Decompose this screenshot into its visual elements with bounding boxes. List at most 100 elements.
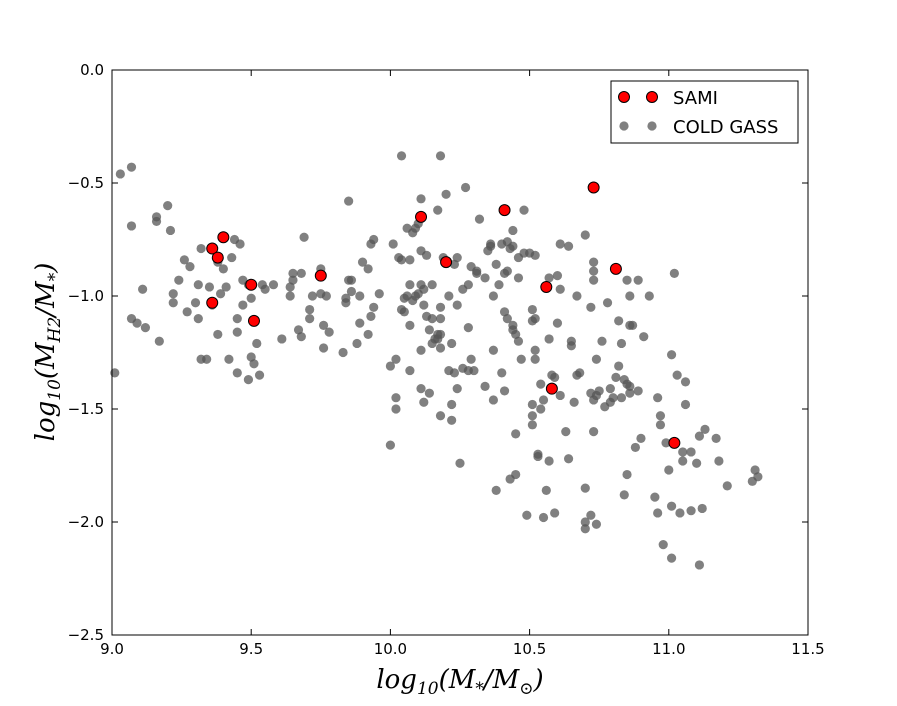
cold-gass-point — [355, 318, 365, 328]
cold-gass-point — [435, 329, 446, 340]
cold-gass-point — [527, 304, 537, 315]
cold-gass-point — [466, 354, 476, 364]
cold-gass-point — [452, 384, 462, 394]
cold-gass-point — [666, 501, 677, 511]
cold-gass-point — [508, 241, 518, 251]
cold-gass-point — [132, 318, 142, 328]
cold-gass-point — [680, 399, 691, 410]
cold-gass-point — [463, 323, 473, 333]
cold-gass-point — [630, 442, 640, 453]
sami-point — [498, 204, 511, 217]
cold-gass-point — [252, 338, 262, 349]
sami-point — [440, 256, 453, 269]
cold-gass-point — [566, 336, 576, 346]
cold-gass-point — [697, 503, 707, 514]
cold-gass-point — [633, 275, 643, 285]
cold-gass-point — [151, 216, 162, 227]
cold-gass-point — [661, 438, 671, 448]
cold-gass-point — [711, 433, 721, 443]
cold-gass-point — [555, 284, 565, 294]
cold-gass-point — [628, 320, 638, 330]
cold-gass-point — [605, 384, 615, 394]
cold-gass-point — [435, 302, 446, 312]
cold-gass-point — [288, 275, 298, 285]
cold-gass-point — [655, 411, 666, 421]
cold-gass-point — [213, 329, 223, 340]
sami-point — [245, 278, 258, 291]
y-tick-label: −1.5 — [68, 400, 104, 418]
cold-gass-point — [530, 345, 540, 355]
cold-gass-point — [530, 250, 540, 260]
cold-gass-point — [538, 512, 549, 523]
cold-gass-point — [388, 239, 398, 249]
cold-gass-point — [424, 325, 434, 335]
cold-gass-point — [419, 300, 429, 310]
cold-gass-point — [341, 298, 351, 308]
cold-gass-point — [405, 255, 415, 265]
cold-gass-point — [469, 365, 479, 376]
x-tick-label: 9.0 — [100, 640, 124, 658]
cold-gass-point — [544, 273, 554, 283]
cold-gass-point — [522, 510, 532, 520]
cold-gass-point — [363, 329, 373, 340]
cold-gass-point — [616, 338, 627, 349]
sami-point — [247, 314, 260, 327]
cold-gass-point — [625, 388, 635, 398]
cold-gass-point — [447, 338, 457, 349]
cold-gass-point — [694, 560, 705, 570]
cold-gass-point — [497, 368, 507, 378]
cold-gass-point — [644, 291, 654, 301]
cold-gass-point — [536, 379, 546, 389]
y-tick-label: −2.5 — [68, 626, 104, 644]
cold-gass-point — [396, 151, 407, 161]
cold-gass-point — [494, 280, 504, 290]
cold-gass-point — [533, 449, 543, 459]
cold-gass-point — [369, 234, 379, 245]
cold-gass-point — [614, 361, 624, 371]
cold-gass-point — [552, 271, 563, 281]
cold-gass-point — [722, 481, 732, 491]
cold-gass-point — [305, 314, 315, 324]
cold-gass-point — [182, 307, 192, 317]
x-axis-label: log10(M*/M⊙) — [376, 665, 543, 699]
x-tick-label: 9.5 — [239, 640, 263, 658]
cold-gass-point — [472, 268, 482, 278]
cold-gass-point — [168, 289, 178, 299]
cold-gass-point — [550, 372, 560, 382]
cold-gass-point — [224, 354, 234, 364]
cold-gass-point — [586, 510, 596, 520]
sami-point — [314, 269, 327, 282]
cold-gass-point — [480, 273, 490, 283]
cold-gass-point — [527, 399, 537, 410]
cold-gass-point — [405, 280, 415, 290]
sami-point — [668, 436, 681, 449]
sami-point — [217, 231, 230, 244]
cold-gass-point — [753, 472, 763, 482]
cold-gass-point — [355, 291, 365, 301]
legend-marker-cold-gass — [619, 121, 629, 131]
cold-gass-point — [196, 243, 206, 254]
cold-gass-point — [435, 314, 446, 324]
x-tick-label: 10.5 — [513, 640, 546, 658]
cold-gass-point — [527, 420, 537, 430]
cold-gass-point — [580, 230, 590, 240]
y-tick-label: 0.0 — [80, 61, 104, 79]
cold-gass-point — [221, 282, 231, 292]
cold-gass-point — [678, 456, 688, 466]
cold-gass-point — [344, 196, 354, 206]
cold-gass-point — [619, 490, 629, 500]
x-tick-label: 11.5 — [791, 640, 824, 658]
cold-gass-point — [636, 433, 646, 443]
cold-gass-point — [536, 404, 546, 414]
cold-gass-point — [249, 359, 259, 369]
cold-gass-point — [435, 411, 446, 421]
cold-gass-point — [622, 275, 632, 285]
cold-gass-point — [321, 291, 331, 301]
cold-gass-point — [399, 307, 409, 317]
cold-gass-point — [572, 291, 582, 301]
cold-gass-point — [530, 354, 540, 364]
cold-gass-point — [700, 424, 710, 434]
cold-gass-point — [435, 343, 446, 353]
x-tick-label: 11.0 — [652, 640, 685, 658]
cold-gass-point — [491, 259, 501, 269]
